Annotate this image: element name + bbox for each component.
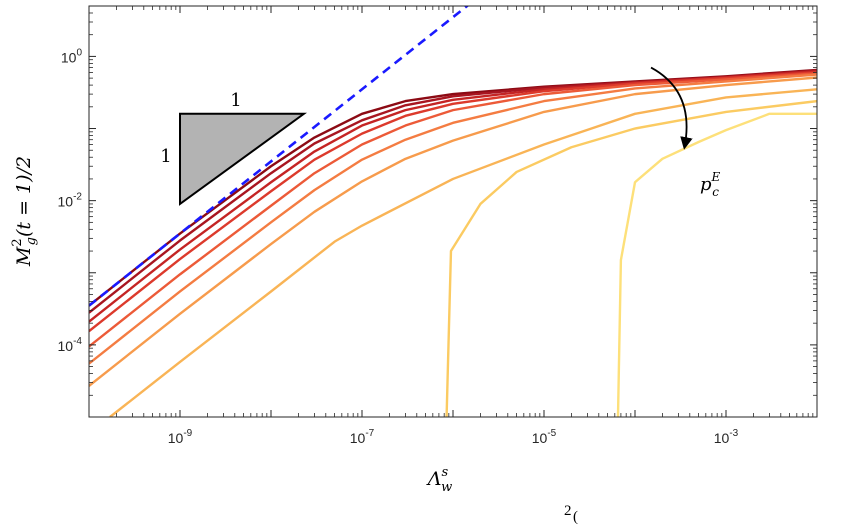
arrow-label-base: p (700, 174, 712, 195)
direction-arrow (650, 66, 693, 150)
x-tick-exponent: -7 (365, 428, 374, 439)
series-line-4 (89, 71, 817, 333)
caption-math: 2 (564, 503, 572, 519)
x-tick-exponent: -3 (729, 428, 738, 439)
y-axis-label-pre: M (13, 246, 35, 267)
x-tick-mantissa: 10 (714, 430, 730, 446)
y-tick-label: 100 (61, 47, 83, 65)
y-tick-exponent: 0 (76, 47, 82, 58)
series-line-8 (109, 88, 817, 417)
tick-layer (88, 6, 818, 418)
x-tick-exponent: -5 (547, 428, 556, 439)
x-tick-mantissa: 10 (168, 430, 184, 446)
triangle-label-top: 1 (230, 90, 241, 111)
reference-line (89, 6, 470, 307)
triangle-label-left: 1 (160, 146, 171, 167)
y-tick-mantissa: 10 (58, 194, 74, 210)
caption-tail: ( (573, 509, 578, 525)
y-tick-exponent: -2 (73, 192, 82, 203)
x-axis-label-sub: w (441, 480, 452, 495)
y-tick-label: 10-4 (58, 336, 83, 354)
y-axis-label-post: (t = 1)/2 (13, 156, 35, 237)
x-axis-label-sup: s (441, 465, 448, 480)
x-tick-label: 10-5 (532, 428, 557, 446)
x-axis-label: Λs w (426, 465, 453, 495)
y-axis-label-sub: g (24, 237, 39, 245)
x-tick-exponent: -9 (183, 428, 192, 439)
slope-triangle (179, 112, 307, 206)
y-tick-exponent: -4 (73, 336, 82, 347)
series-line-10 (616, 112, 817, 417)
overlay-layer (89, 6, 693, 307)
series-line-5 (89, 72, 817, 348)
series-line-6 (89, 73, 817, 365)
y-axis-label-sup: 2 (10, 238, 25, 246)
x-tick-label: 10-3 (714, 428, 739, 446)
x-axis-label-base: Λ (426, 468, 442, 490)
x-tick-label: 10-9 (168, 428, 193, 446)
x-tick-mantissa: 10 (532, 430, 548, 446)
y-tick-mantissa: 10 (58, 338, 74, 354)
plot-frame (88, 5, 818, 418)
y-axis-label: M2g(t = 1)/2 (10, 156, 39, 267)
arrow-label-sub: c (712, 185, 719, 199)
series-line-9 (445, 99, 817, 417)
x-tick-mantissa: 10 (350, 430, 366, 446)
series-layer (89, 68, 817, 417)
y-tick-mantissa: 10 (61, 49, 77, 65)
arrow-label: pE c (700, 170, 721, 199)
arrow-label-sup: E (711, 170, 721, 184)
x-tick-label: 10-7 (350, 428, 375, 446)
y-tick-label: 10-2 (58, 192, 83, 210)
series-line-7 (89, 76, 817, 387)
